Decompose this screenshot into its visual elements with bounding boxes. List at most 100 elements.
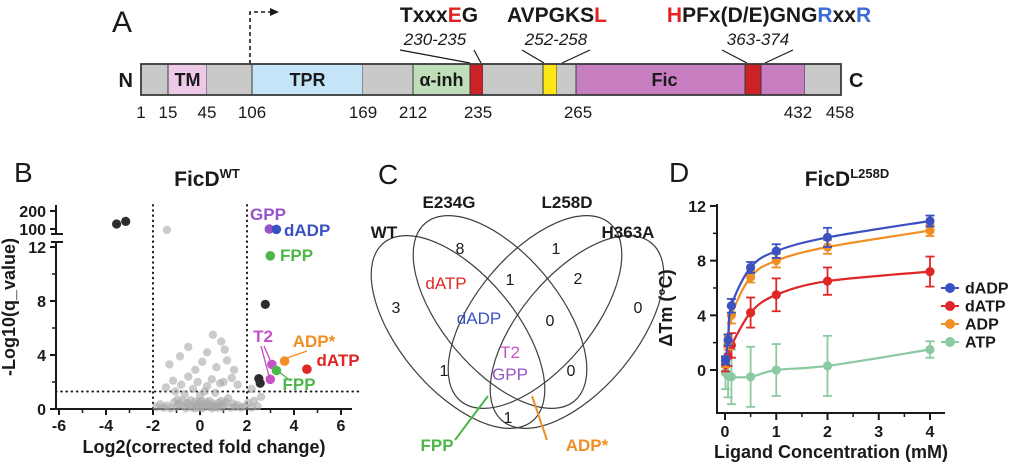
x-tick-label: 0: [721, 424, 730, 441]
domain-segment: [760, 63, 806, 96]
series-point-dADP: [723, 335, 733, 345]
axes: [716, 204, 945, 414]
data-point-significant: [260, 299, 270, 309]
motif-pointer-line: [521, 49, 545, 64]
x-tick-label: -4: [99, 418, 113, 435]
residue-number: 265: [564, 103, 592, 122]
x-tick-label: 2: [823, 424, 832, 441]
venn-region-value: 8: [456, 241, 465, 258]
data-point: [184, 342, 193, 352]
x-tick-label: -2: [146, 418, 160, 435]
data-point: [188, 384, 198, 393]
domain-label: Fic: [651, 70, 677, 90]
point-label-T2: T2: [253, 327, 273, 346]
series-point-ATP: [746, 372, 756, 382]
legend-label-dADP: dADP: [965, 281, 1009, 298]
domain-segment: [363, 64, 413, 95]
venn-region-value: GPP: [492, 365, 528, 384]
series-point-ATP: [925, 344, 935, 355]
x-tick-label: -6: [52, 418, 66, 435]
data-point: [198, 357, 207, 366]
domain-segment: [542, 63, 558, 96]
point-label-dADP: dADP: [284, 221, 330, 240]
data-point: [184, 372, 193, 381]
x-tick-label: 6: [337, 418, 346, 435]
series-point-dADP: [771, 246, 781, 256]
data-point-significant: [121, 216, 131, 226]
residue-number: 45: [198, 103, 217, 122]
series-point-ADP: [746, 272, 756, 282]
highlighted-point-FPP: [271, 365, 282, 376]
venn-region-value: 2: [574, 271, 583, 288]
venn-ellipse-l258d: [447, 215, 623, 409]
y-tick-label: 4: [697, 308, 706, 325]
residue-number: 15: [159, 103, 178, 122]
venn-region-value: 1: [552, 241, 561, 258]
residue-number: 169: [349, 103, 377, 122]
y-tick-label: 100: [19, 222, 46, 239]
domain-label: α-inh: [419, 70, 463, 90]
data-point: [191, 365, 200, 374]
motif-label: HPFx(D/E)GNGRxxR: [667, 4, 871, 27]
venn-ellipse-h363a: [489, 235, 665, 429]
residue-number: 432: [784, 103, 812, 122]
data-point: [229, 365, 239, 374]
series-point-dATP: [925, 267, 935, 277]
x-tick-label: 1: [772, 424, 781, 441]
highlighted-point-ADPstar: [279, 356, 290, 366]
data-point: [247, 384, 256, 393]
domain-segment: [469, 63, 484, 96]
x-axis-title: Log2(corrected fold change): [82, 437, 325, 457]
venn-region-value: 0: [546, 313, 555, 330]
domain-segment: [805, 64, 841, 95]
legend-marker-ATP: [945, 337, 955, 347]
venn-region-value: 1: [504, 410, 513, 427]
domain-tm: [167, 63, 208, 96]
motif-pointer-line: [764, 49, 794, 64]
venn-region-value: 0: [634, 300, 643, 317]
venn-ellipse-wt: [370, 235, 546, 429]
plot-title: FicDWT: [174, 166, 240, 191]
highlighted-point-T2: [265, 374, 276, 385]
highlighted-point-FPP: [265, 251, 276, 261]
residue-number: 235: [464, 103, 492, 122]
point-label-FPP: FPP: [280, 246, 313, 265]
data-point: [256, 392, 266, 401]
data-point: [207, 375, 216, 384]
highlighted-point-GPP: [264, 224, 275, 234]
highlighted-point-dATP: [302, 364, 312, 374]
y-tick-label: 8: [697, 254, 706, 271]
annotation-leader-line: [260, 345, 270, 377]
legend-label-ADP: ADP: [965, 317, 999, 334]
domain-segment: [557, 64, 576, 95]
venn-set-label-e234g: E234G: [423, 193, 476, 212]
residue-number: 458: [826, 103, 854, 122]
series-point-dATP: [771, 290, 781, 300]
data-point: [233, 380, 242, 389]
series-point-dADP: [925, 216, 935, 226]
domain-segment: [207, 64, 252, 95]
data-point: [175, 352, 185, 361]
annotation-leader-line: [278, 371, 292, 382]
x-axis-title: Ligand Concentration (mM): [714, 442, 948, 462]
promoter-arrow-line: [249, 11, 270, 64]
data-point: [219, 377, 228, 387]
data-point: [162, 225, 172, 235]
annotation-leader-line: [263, 345, 272, 363]
domain-bar-outline: [140, 63, 842, 96]
point-label-ADPstar: ADP*: [293, 332, 336, 351]
x-tick-label: 0: [196, 418, 205, 435]
venn-region-value: dATP: [425, 274, 466, 293]
motif-pointer-line: [721, 49, 748, 64]
callout-label-ADPstar: ADP*: [566, 436, 609, 455]
panel-label-a: A: [112, 6, 132, 39]
promoter-arrow-head: [270, 8, 279, 16]
data-point: [224, 394, 233, 403]
series-point-dADP: [746, 262, 756, 273]
legend-marker-dADP: [945, 283, 955, 293]
point-label-GPP: GPP: [250, 205, 286, 224]
data-point: [180, 390, 189, 399]
